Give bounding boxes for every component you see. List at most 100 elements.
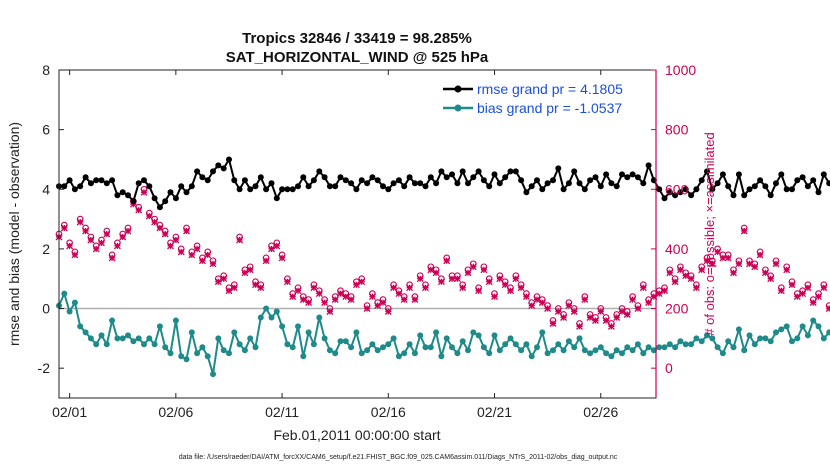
rmse-point — [704, 168, 710, 175]
obs-assimilated-point — [347, 296, 355, 304]
chart-subtitle: SAT_HORIZONTAL_WIND @ 525 hPa — [226, 49, 489, 66]
bias-point — [77, 323, 84, 330]
rmse-point — [390, 180, 397, 187]
rmse-point — [358, 177, 365, 184]
rmse-point — [560, 186, 567, 193]
obs-assimilated-point — [453, 275, 461, 283]
bias-point — [688, 341, 695, 348]
bias-point — [629, 347, 636, 354]
obs-assimilated-point — [167, 242, 174, 250]
obs-assimilated-point — [496, 275, 504, 283]
rmse-point — [751, 183, 758, 190]
rmse-point — [146, 183, 153, 190]
obs-assimilated-point — [432, 269, 440, 277]
bias-point — [475, 332, 482, 339]
obs-assimilated-point — [815, 293, 822, 301]
obs-series-group — [55, 185, 830, 330]
rmse-point — [252, 183, 259, 190]
rmse-point — [119, 189, 126, 196]
obs-assimilated-point — [480, 266, 488, 274]
rmse-point — [135, 180, 142, 187]
rmse-point — [491, 171, 498, 178]
x-tick-label: 02/26 — [583, 404, 618, 420]
rmse-point — [619, 171, 625, 178]
y2-tick-label: 1000 — [665, 62, 696, 78]
bias-point — [109, 317, 116, 324]
rmse-point — [226, 156, 232, 163]
obs-assimilated-point — [326, 308, 334, 315]
obs-assimilated-point — [198, 257, 206, 265]
rmse-point — [757, 177, 764, 184]
obs-assimilated-point — [491, 293, 498, 301]
rmse-point — [342, 177, 349, 184]
rmse-point — [496, 180, 503, 187]
obs-assimilated-point — [464, 269, 472, 277]
rmse-point — [773, 180, 779, 187]
bias-point — [757, 335, 764, 342]
obs-assimilated-point — [475, 287, 483, 295]
bias-point — [767, 338, 774, 345]
obs-assimilated-point — [416, 275, 424, 283]
bias-point — [268, 314, 275, 321]
bias-point — [470, 329, 477, 336]
obs-assimilated-point — [650, 293, 658, 301]
rmse-point — [172, 195, 179, 202]
obs-assimilated-point — [183, 227, 190, 235]
y-tick-label: 6 — [42, 122, 50, 138]
rmse-point — [284, 186, 291, 193]
bias-point — [587, 350, 594, 357]
bias-point — [93, 341, 100, 348]
obs-assimilated-point — [692, 284, 700, 292]
obs-assimilated-point — [676, 266, 684, 274]
rmse-point — [799, 174, 806, 181]
bias-point — [316, 314, 323, 321]
bias-point — [326, 347, 333, 354]
obs-assimilated-point — [671, 278, 679, 286]
bias-point — [141, 341, 147, 348]
rmse-point — [592, 174, 599, 181]
bias-point — [709, 335, 716, 342]
obs-assimilated-point — [427, 266, 435, 274]
obs-assimilated-point — [501, 281, 509, 289]
bias-point — [661, 344, 668, 351]
bias-point — [125, 332, 131, 339]
bias-point — [677, 338, 684, 345]
obs-assimilated-point — [682, 272, 690, 280]
bias-point — [486, 350, 493, 357]
bias-point — [603, 350, 610, 357]
bias-point — [220, 347, 227, 354]
rmse-point — [507, 168, 514, 175]
rmse-point — [730, 192, 737, 199]
rmse-point — [167, 189, 174, 196]
rmse-point — [316, 168, 323, 175]
obs-assimilated-point — [87, 236, 95, 244]
obs-assimilated-point — [214, 278, 222, 286]
bias-point — [342, 338, 349, 345]
bias-point — [725, 338, 732, 345]
bias-point — [714, 344, 721, 351]
obs-assimilated-point — [384, 308, 392, 315]
obs-assimilated-point — [437, 278, 445, 286]
obs-assimilated-point — [374, 302, 382, 310]
obs-assimilated-point — [772, 260, 780, 268]
rmse-point — [603, 171, 610, 178]
bias-point — [241, 347, 248, 354]
rmse-point — [512, 168, 519, 175]
bias-point — [162, 344, 169, 351]
obs-assimilated-point — [113, 242, 121, 250]
bias-point — [555, 341, 562, 348]
bias-point — [188, 329, 195, 336]
rmse-point — [332, 183, 339, 190]
bias-point — [374, 347, 381, 354]
rmse-point — [518, 177, 525, 184]
obs-assimilated-point — [661, 287, 668, 295]
obs-assimilated-point — [448, 275, 456, 283]
bias-point — [459, 338, 466, 345]
obs-assimilated-point — [135, 206, 143, 214]
obs-assimilated-point — [618, 308, 626, 315]
obs-assimilated-point — [177, 248, 185, 256]
bias-point — [135, 335, 142, 342]
bias-point — [560, 347, 567, 354]
rmse-point — [470, 174, 477, 181]
bias-point — [284, 341, 291, 348]
